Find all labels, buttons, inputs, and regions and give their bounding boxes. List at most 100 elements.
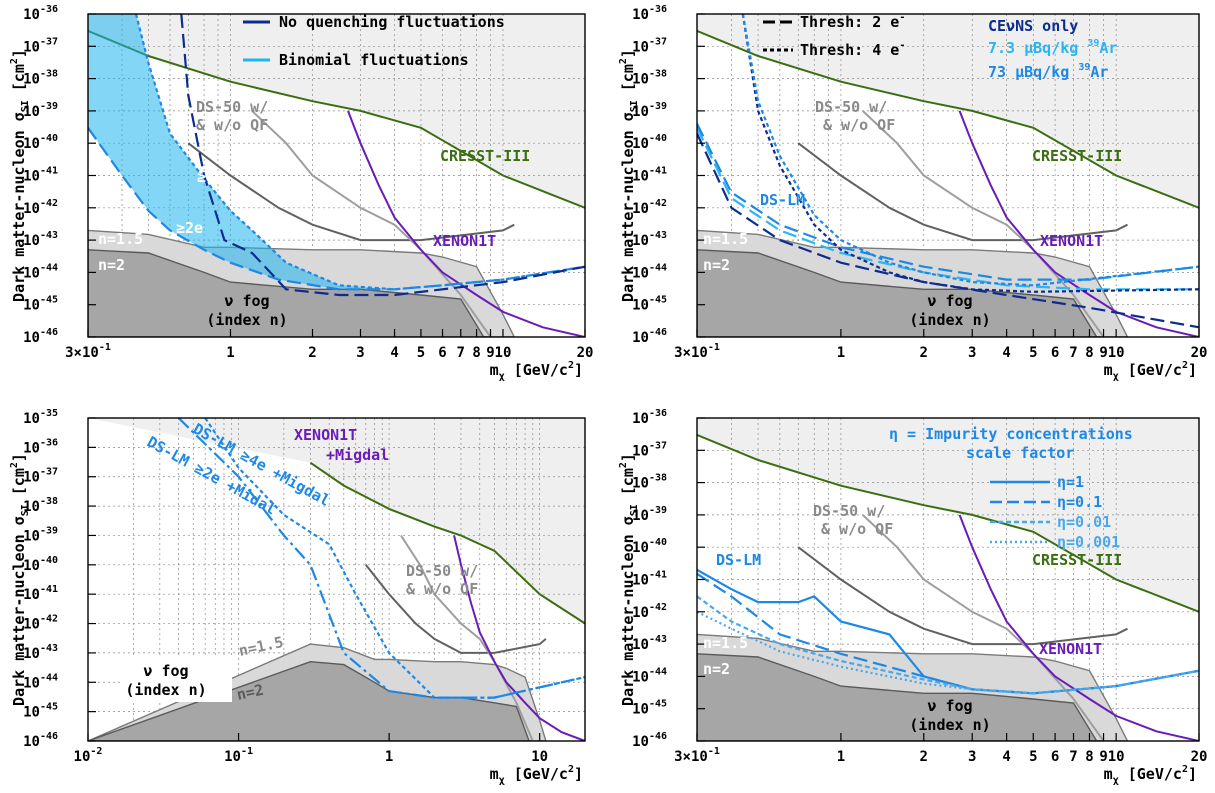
annotation-label: (index n) — [125, 681, 206, 699]
y-tick-label: 10-41 — [23, 166, 58, 185]
x-axis-title-space — [1119, 765, 1128, 783]
annotation-label: DS-LM — [716, 551, 761, 569]
x-axis-title-unit-exp: 2 — [1182, 360, 1188, 371]
annotation-label: CRESST-III — [1032, 147, 1122, 165]
ds50-curve-no-qf — [797, 546, 1128, 646]
x-axis-title-sub: χ — [1113, 775, 1119, 786]
y-tick-exponent: -40 — [649, 133, 667, 144]
annotation-label: ν fog — [927, 292, 972, 310]
legend-label: η=0.1 — [1057, 493, 1102, 511]
y-tick-exponent: -40 — [649, 537, 667, 548]
y-tick-exponent: -38 — [649, 69, 667, 80]
cresst-curve — [88, 29, 585, 209]
y-tick-label: 10-45 — [23, 702, 58, 721]
annotation-label: n=2 — [98, 256, 125, 274]
x-tick-label: 1 — [385, 749, 393, 765]
ds50-curve-no-qf — [365, 564, 547, 654]
y-tick-label: 10-40 — [23, 133, 58, 152]
x-tick-label: 1 — [226, 345, 234, 361]
x-tick-label: 20 — [577, 345, 594, 361]
y-tick-label: 10-35 — [23, 408, 58, 427]
x-axis-title-unit: [GeV/c — [514, 765, 568, 783]
annotation-label: ν fog — [143, 662, 188, 680]
plot-area — [697, 14, 1199, 337]
annotation-label: XENON1T — [294, 426, 357, 444]
y-tick-exponent: -40 — [40, 133, 58, 144]
y-tick-exponent: -38 — [40, 69, 58, 80]
y-tick-exponent: -35 — [40, 408, 58, 419]
x-axis-title-space — [1119, 361, 1128, 379]
x-tick-label: 9 — [1099, 345, 1107, 361]
x-tick-label: 3×10-1 — [65, 342, 111, 361]
annotation-label: DS-LM — [760, 191, 805, 209]
annotation-label: & w/o QF — [821, 520, 893, 538]
y-axis-title-unit: [cm — [10, 64, 28, 91]
x-tick-exponent: -1 — [708, 342, 720, 353]
x-tick-exponent: -1 — [708, 746, 720, 757]
y-axis-title-unit-exp: 2 — [618, 58, 629, 64]
eta-curve-3 — [697, 610, 1199, 695]
y-tick-exponent: -44 — [649, 262, 667, 273]
x-tick-label: 10 — [531, 749, 548, 765]
x-tick-label: 7 — [1069, 749, 1077, 765]
legend-label: Thresh: 4 e- — [800, 40, 905, 59]
y-tick-exponent: -38 — [649, 473, 667, 484]
x-tick-exponent: -1 — [241, 746, 253, 757]
x-tick-exponent: -2 — [90, 746, 102, 757]
y-axis-title-sub: SI — [20, 504, 31, 516]
x-tick-label: 4 — [390, 345, 398, 361]
y-tick-label: 10-37 — [23, 36, 58, 55]
y-tick-label: 10-45 — [632, 699, 667, 718]
panel-bottom-right: 10-46 10-45 10-44 10-43 10-42 10-41 10-40 10 -39… — [618, 408, 1207, 786]
y-tick-label: 10-43 — [632, 230, 667, 249]
annotation-label: (index n) — [909, 716, 990, 734]
y-tick-label: 10-43 — [632, 634, 667, 653]
y-tick-exponent: -39 — [40, 525, 58, 536]
x-tick-label: 9 — [1099, 749, 1107, 765]
x-axis-title: mχ [GeV/c2] — [490, 764, 583, 786]
y-axis-title-unit: [cm — [619, 468, 637, 495]
y-tick-label: 10-36 — [632, 4, 667, 23]
x-tick-label: 10-1 — [224, 746, 253, 765]
annotation-label: DS-50 w/ — [813, 502, 885, 520]
legend-label: 73 μBq/kg 39Ar — [988, 62, 1108, 81]
ds50-curve-qf — [400, 534, 534, 741]
y-tick-exponent: -41 — [649, 166, 667, 177]
y-axis-title-unit-exp: 2 — [618, 462, 629, 468]
x-tick-label: 3 — [968, 749, 976, 765]
x-tick-label: 8 — [1085, 345, 1093, 361]
y-tick-label: 10-37 — [632, 440, 667, 459]
x-tick-label: 5 — [1029, 749, 1037, 765]
x-tick-label: 3×10-1 — [674, 342, 720, 361]
x-tick-label: 6 — [1051, 345, 1059, 361]
y-tick-label: 10-38 — [632, 69, 667, 88]
y-axis-title: Dark matter-nucleon σSI [cm2] — [618, 49, 640, 302]
x-axis-title: mχ [GeV/c2] — [1104, 764, 1197, 786]
y-tick-exponent: -44 — [649, 666, 667, 677]
y-tick-exponent: -42 — [649, 198, 667, 209]
panel-bottom-left: 10-4610-4510-4410-4310-4210-4110-4010-39… — [9, 408, 586, 786]
panel-top-left: 10-46 10-45 10-44 10-43 10-42 10-41 10-40 10 -39… — [9, 4, 593, 382]
y-tick-exponent: -36 — [649, 408, 667, 419]
y-tick-exponent: -42 — [40, 614, 58, 625]
no-quenching-curve — [180, 14, 585, 297]
x-tick-label: 3 — [968, 345, 976, 361]
y-tick-exponent: -46 — [649, 731, 667, 742]
y-axis-title-unit-close: ] — [10, 49, 28, 58]
y-axis-title-unit-exp: 2 — [9, 462, 20, 468]
ds50-curve-qf — [862, 514, 1105, 741]
annotation-label: XENON1T — [1039, 640, 1102, 658]
y-tick-label: 10-41 — [632, 570, 667, 589]
legend-label-sup: - — [899, 40, 905, 51]
x-tick-label: 20 — [1191, 345, 1208, 361]
legend-label: η=0.001 — [1057, 533, 1120, 551]
x-axis-title-sub: χ — [499, 775, 505, 786]
y-tick-exponent: -36 — [40, 4, 58, 15]
x-tick-exponent: -1 — [99, 342, 111, 353]
cresst-curve — [309, 461, 585, 625]
y-tick-label: 10-46 — [23, 731, 58, 750]
binomial-band — [88, 14, 585, 290]
annotation-label: (index n) — [909, 311, 990, 329]
x-axis-title-unit-exp: 2 — [1182, 764, 1188, 775]
